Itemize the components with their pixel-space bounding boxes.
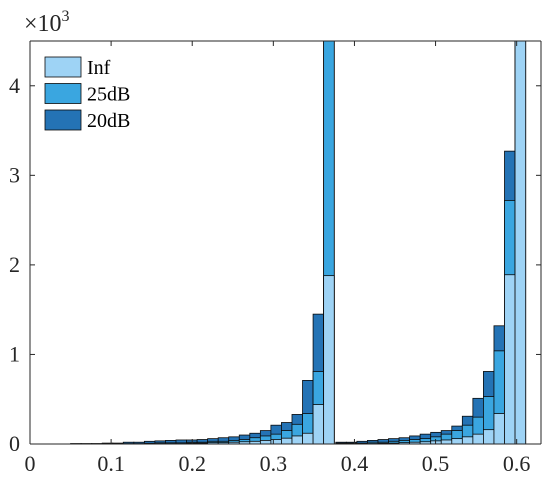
legend: Inf 25dB 20dB — [41, 53, 147, 137]
bar-Inf-c0-b19 — [270, 439, 282, 445]
bar-Inf-c1-b16 — [504, 274, 516, 445]
legend-swatch-25dB — [44, 83, 82, 104]
legend-label-20dB: 20dB — [87, 110, 130, 132]
x-tick-label: 0.3 — [260, 451, 288, 476]
multiplier-base: ×10 — [24, 11, 62, 37]
bar-Inf-c1-b17 — [514, 40, 527, 445]
bar-Inf-c1-b14 — [483, 429, 495, 445]
legend-label-25dB: 25dB — [87, 84, 130, 106]
bar-Inf-c0-b24 — [323, 275, 335, 445]
bar-Inf-c0-b21 — [291, 435, 304, 445]
legend-label-Inf: Inf — [87, 57, 111, 79]
y-tick-label: 3 — [9, 162, 20, 187]
x-tick-label: 0.2 — [178, 451, 206, 476]
bar-Inf-c1-b13 — [472, 433, 484, 445]
x-tick-label: 0.4 — [341, 451, 369, 476]
bars-layer — [70, 40, 527, 445]
axes-layer: 0 0.1 0.2 0.3 0.4 0.5 0.6 0 1 2 3 4 — [9, 40, 542, 476]
y-tick-label: 4 — [9, 73, 20, 98]
x-tick-label: 0.6 — [503, 451, 531, 476]
bar-Inf-c0-b22 — [302, 432, 314, 445]
bar-Inf-c1-b10 — [440, 439, 453, 445]
y-axis-multiplier: ×103 — [24, 8, 70, 37]
legend-swatch-Inf — [44, 56, 82, 78]
multiplier-exponent: 3 — [62, 8, 70, 25]
bar-Inf-c0-b23 — [312, 404, 325, 445]
bar-Inf-c1-b15 — [493, 413, 505, 445]
x-tick-label: 0.5 — [422, 451, 450, 476]
bar-Inf-c0-b18 — [259, 440, 272, 445]
bar-Inf-c1-b11 — [451, 438, 463, 445]
x-tick-label: 0.1 — [97, 451, 125, 476]
legend-swatch-20dB — [44, 109, 82, 131]
y-tick-label: 1 — [9, 341, 20, 366]
bar-Inf-c0-b20 — [281, 437, 293, 445]
y-tick-label: 2 — [9, 252, 20, 277]
y-tick-label: 0 — [9, 431, 20, 456]
bar-Inf-c1-b12 — [461, 436, 474, 445]
x-tick-label: 0 — [25, 451, 36, 476]
